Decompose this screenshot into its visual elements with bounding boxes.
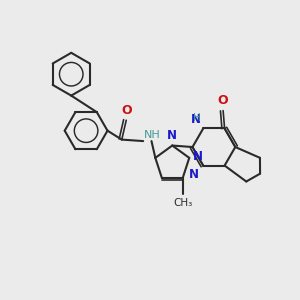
Text: N: N	[193, 150, 203, 163]
Text: O: O	[121, 104, 131, 117]
Text: NH: NH	[144, 130, 160, 140]
Text: N: N	[167, 129, 177, 142]
Text: H: H	[193, 113, 200, 123]
Text: CH₃: CH₃	[173, 198, 192, 208]
Text: N: N	[191, 112, 201, 125]
Text: O: O	[218, 94, 228, 107]
Text: N: N	[189, 168, 199, 181]
